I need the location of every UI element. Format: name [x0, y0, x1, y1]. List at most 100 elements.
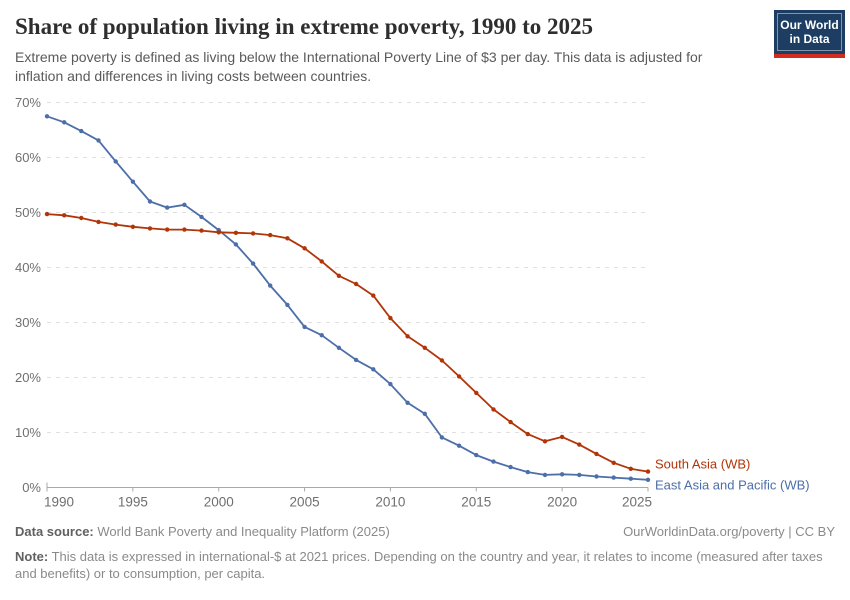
y-tick-label: 20%	[15, 370, 41, 385]
data-point-east-asia-and-pacific-wb[interactable]	[147, 199, 153, 204]
data-point-south-asia-wb[interactable]	[456, 374, 462, 379]
data-point-south-asia-wb[interactable]	[645, 469, 651, 474]
data-point-east-asia-and-pacific-wb[interactable]	[182, 202, 187, 207]
footnote-text: This data is expressed in international-…	[15, 549, 823, 581]
owid-logo[interactable]: Our World in Data	[774, 10, 845, 58]
y-tick-label: 30%	[15, 315, 41, 330]
source-row: Data source: World Bank Poverty and Ineq…	[15, 524, 835, 540]
x-tick-label: 1990	[44, 495, 74, 510]
data-point-east-asia-and-pacific-wb[interactable]	[165, 205, 170, 210]
x-tick-label: 1995	[118, 495, 148, 510]
data-point-south-asia-wb[interactable]	[216, 230, 221, 235]
data-point-east-asia-and-pacific-wb[interactable]	[371, 367, 376, 372]
data-point-south-asia-wb[interactable]	[525, 431, 530, 437]
data-point-south-asia-wb[interactable]	[508, 419, 513, 425]
data-point-east-asia-and-pacific-wb[interactable]	[628, 476, 633, 481]
series-label-south-asia-wb[interactable]: South Asia (WB)	[655, 457, 750, 472]
y-tick-label: 50%	[15, 205, 41, 220]
owid-logo-text: Our World in Data	[777, 13, 842, 51]
data-point-south-asia-wb[interactable]	[147, 226, 153, 231]
data-point-east-asia-and-pacific-wb[interactable]	[474, 452, 479, 458]
data-point-south-asia-wb[interactable]	[113, 222, 118, 227]
data-point-east-asia-and-pacific-wb[interactable]	[96, 138, 101, 143]
y-tick-label: 10%	[15, 425, 41, 440]
data-point-south-asia-wb[interactable]	[44, 211, 50, 217]
data-point-south-asia-wb[interactable]	[182, 227, 187, 232]
data-point-south-asia-wb[interactable]	[577, 442, 582, 447]
x-tick-label: 2005	[290, 495, 320, 510]
data-point-east-asia-and-pacific-wb[interactable]	[422, 411, 427, 416]
data-point-east-asia-and-pacific-wb[interactable]	[302, 324, 307, 330]
data-point-east-asia-and-pacific-wb[interactable]	[233, 242, 239, 247]
data-point-south-asia-wb[interactable]	[199, 228, 204, 233]
data-point-south-asia-wb[interactable]	[559, 434, 565, 440]
data-point-south-asia-wb[interactable]	[353, 281, 359, 287]
data-point-east-asia-and-pacific-wb[interactable]	[44, 114, 50, 119]
data-point-south-asia-wb[interactable]	[285, 236, 290, 241]
owid-attribution-link[interactable]: OurWorldinData.org/poverty | CC BY	[623, 524, 835, 539]
x-tick-label: 2000	[204, 495, 234, 510]
x-tick-label: 2020	[547, 495, 577, 510]
data-point-east-asia-and-pacific-wb[interactable]	[336, 345, 342, 350]
series-line-south-asia-wb[interactable]	[46, 213, 649, 473]
series-label-east-asia-and-pacific-wb[interactable]: East Asia and Pacific (WB)	[655, 478, 810, 493]
data-point-south-asia-wb[interactable]	[611, 460, 616, 465]
data-point-east-asia-and-pacific-wb[interactable]	[491, 459, 496, 464]
data-point-south-asia-wb[interactable]	[319, 259, 324, 264]
x-tick-label: 2015	[461, 495, 491, 510]
data-point-south-asia-wb[interactable]	[474, 390, 479, 396]
data-point-south-asia-wb[interactable]	[405, 334, 410, 339]
data-point-south-asia-wb[interactable]	[233, 230, 239, 235]
data-point-south-asia-wb[interactable]	[268, 232, 273, 238]
data-point-east-asia-and-pacific-wb[interactable]	[577, 472, 582, 478]
data-point-south-asia-wb[interactable]	[130, 224, 136, 229]
data-point-south-asia-wb[interactable]	[594, 451, 599, 457]
data-point-south-asia-wb[interactable]	[79, 215, 84, 221]
data-point-east-asia-and-pacific-wb[interactable]	[199, 214, 204, 220]
data-point-south-asia-wb[interactable]	[61, 213, 67, 218]
data-point-south-asia-wb[interactable]	[302, 246, 307, 251]
data-point-south-asia-wb[interactable]	[371, 293, 376, 298]
data-point-east-asia-and-pacific-wb[interactable]	[130, 179, 136, 184]
x-tick-label: 2010	[375, 495, 405, 510]
footnote: Note: This data is expressed in internat…	[15, 548, 835, 582]
data-point-south-asia-wb[interactable]	[250, 231, 256, 236]
data-point-east-asia-and-pacific-wb[interactable]	[439, 435, 445, 440]
data-point-east-asia-and-pacific-wb[interactable]	[559, 472, 565, 477]
data-point-south-asia-wb[interactable]	[439, 358, 445, 363]
series-line-east-asia-and-pacific-wb[interactable]	[46, 115, 649, 481]
y-tick-label: 0%	[22, 480, 41, 495]
data-point-east-asia-and-pacific-wb[interactable]	[611, 475, 616, 480]
data-point-east-asia-and-pacific-wb[interactable]	[353, 357, 359, 363]
data-point-east-asia-and-pacific-wb[interactable]	[405, 400, 410, 405]
data-point-south-asia-wb[interactable]	[542, 439, 548, 444]
data-point-east-asia-and-pacific-wb[interactable]	[525, 469, 530, 475]
data-point-south-asia-wb[interactable]	[491, 407, 496, 412]
owid-logo-line2: in Data	[789, 32, 830, 46]
data-point-east-asia-and-pacific-wb[interactable]	[542, 472, 548, 478]
data-point-east-asia-and-pacific-wb[interactable]	[456, 443, 462, 448]
data-point-east-asia-and-pacific-wb[interactable]	[645, 477, 651, 482]
data-point-east-asia-and-pacific-wb[interactable]	[594, 474, 599, 479]
data-point-east-asia-and-pacific-wb[interactable]	[388, 381, 393, 387]
data-point-east-asia-and-pacific-wb[interactable]	[268, 283, 273, 288]
line-chart-canvas[interactable]: 0% 10% 20% 30% 40% 50% 60% 70% 1990 1995 2000 2005 2…	[0, 88, 850, 515]
chart-subtitle: Extreme poverty is defined as living bel…	[15, 49, 703, 84]
data-point-east-asia-and-pacific-wb[interactable]	[285, 302, 290, 308]
owid-logo-line1: Our World	[780, 18, 839, 32]
data-point-east-asia-and-pacific-wb[interactable]	[508, 464, 513, 470]
data-point-south-asia-wb[interactable]	[96, 219, 101, 225]
footnote-label: Note:	[15, 549, 49, 564]
data-point-south-asia-wb[interactable]	[388, 315, 393, 321]
data-point-south-asia-wb[interactable]	[165, 227, 170, 232]
data-point-east-asia-and-pacific-wb[interactable]	[319, 333, 324, 338]
data-point-south-asia-wb[interactable]	[422, 345, 427, 350]
data-point-east-asia-and-pacific-wb[interactable]	[113, 159, 118, 164]
y-tick-label: 60%	[15, 150, 41, 165]
data-point-east-asia-and-pacific-wb[interactable]	[250, 261, 256, 266]
data-point-east-asia-and-pacific-wb[interactable]	[61, 120, 67, 125]
data-point-south-asia-wb[interactable]	[628, 466, 633, 471]
data-point-east-asia-and-pacific-wb[interactable]	[79, 128, 84, 134]
data-point-south-asia-wb[interactable]	[336, 273, 342, 278]
